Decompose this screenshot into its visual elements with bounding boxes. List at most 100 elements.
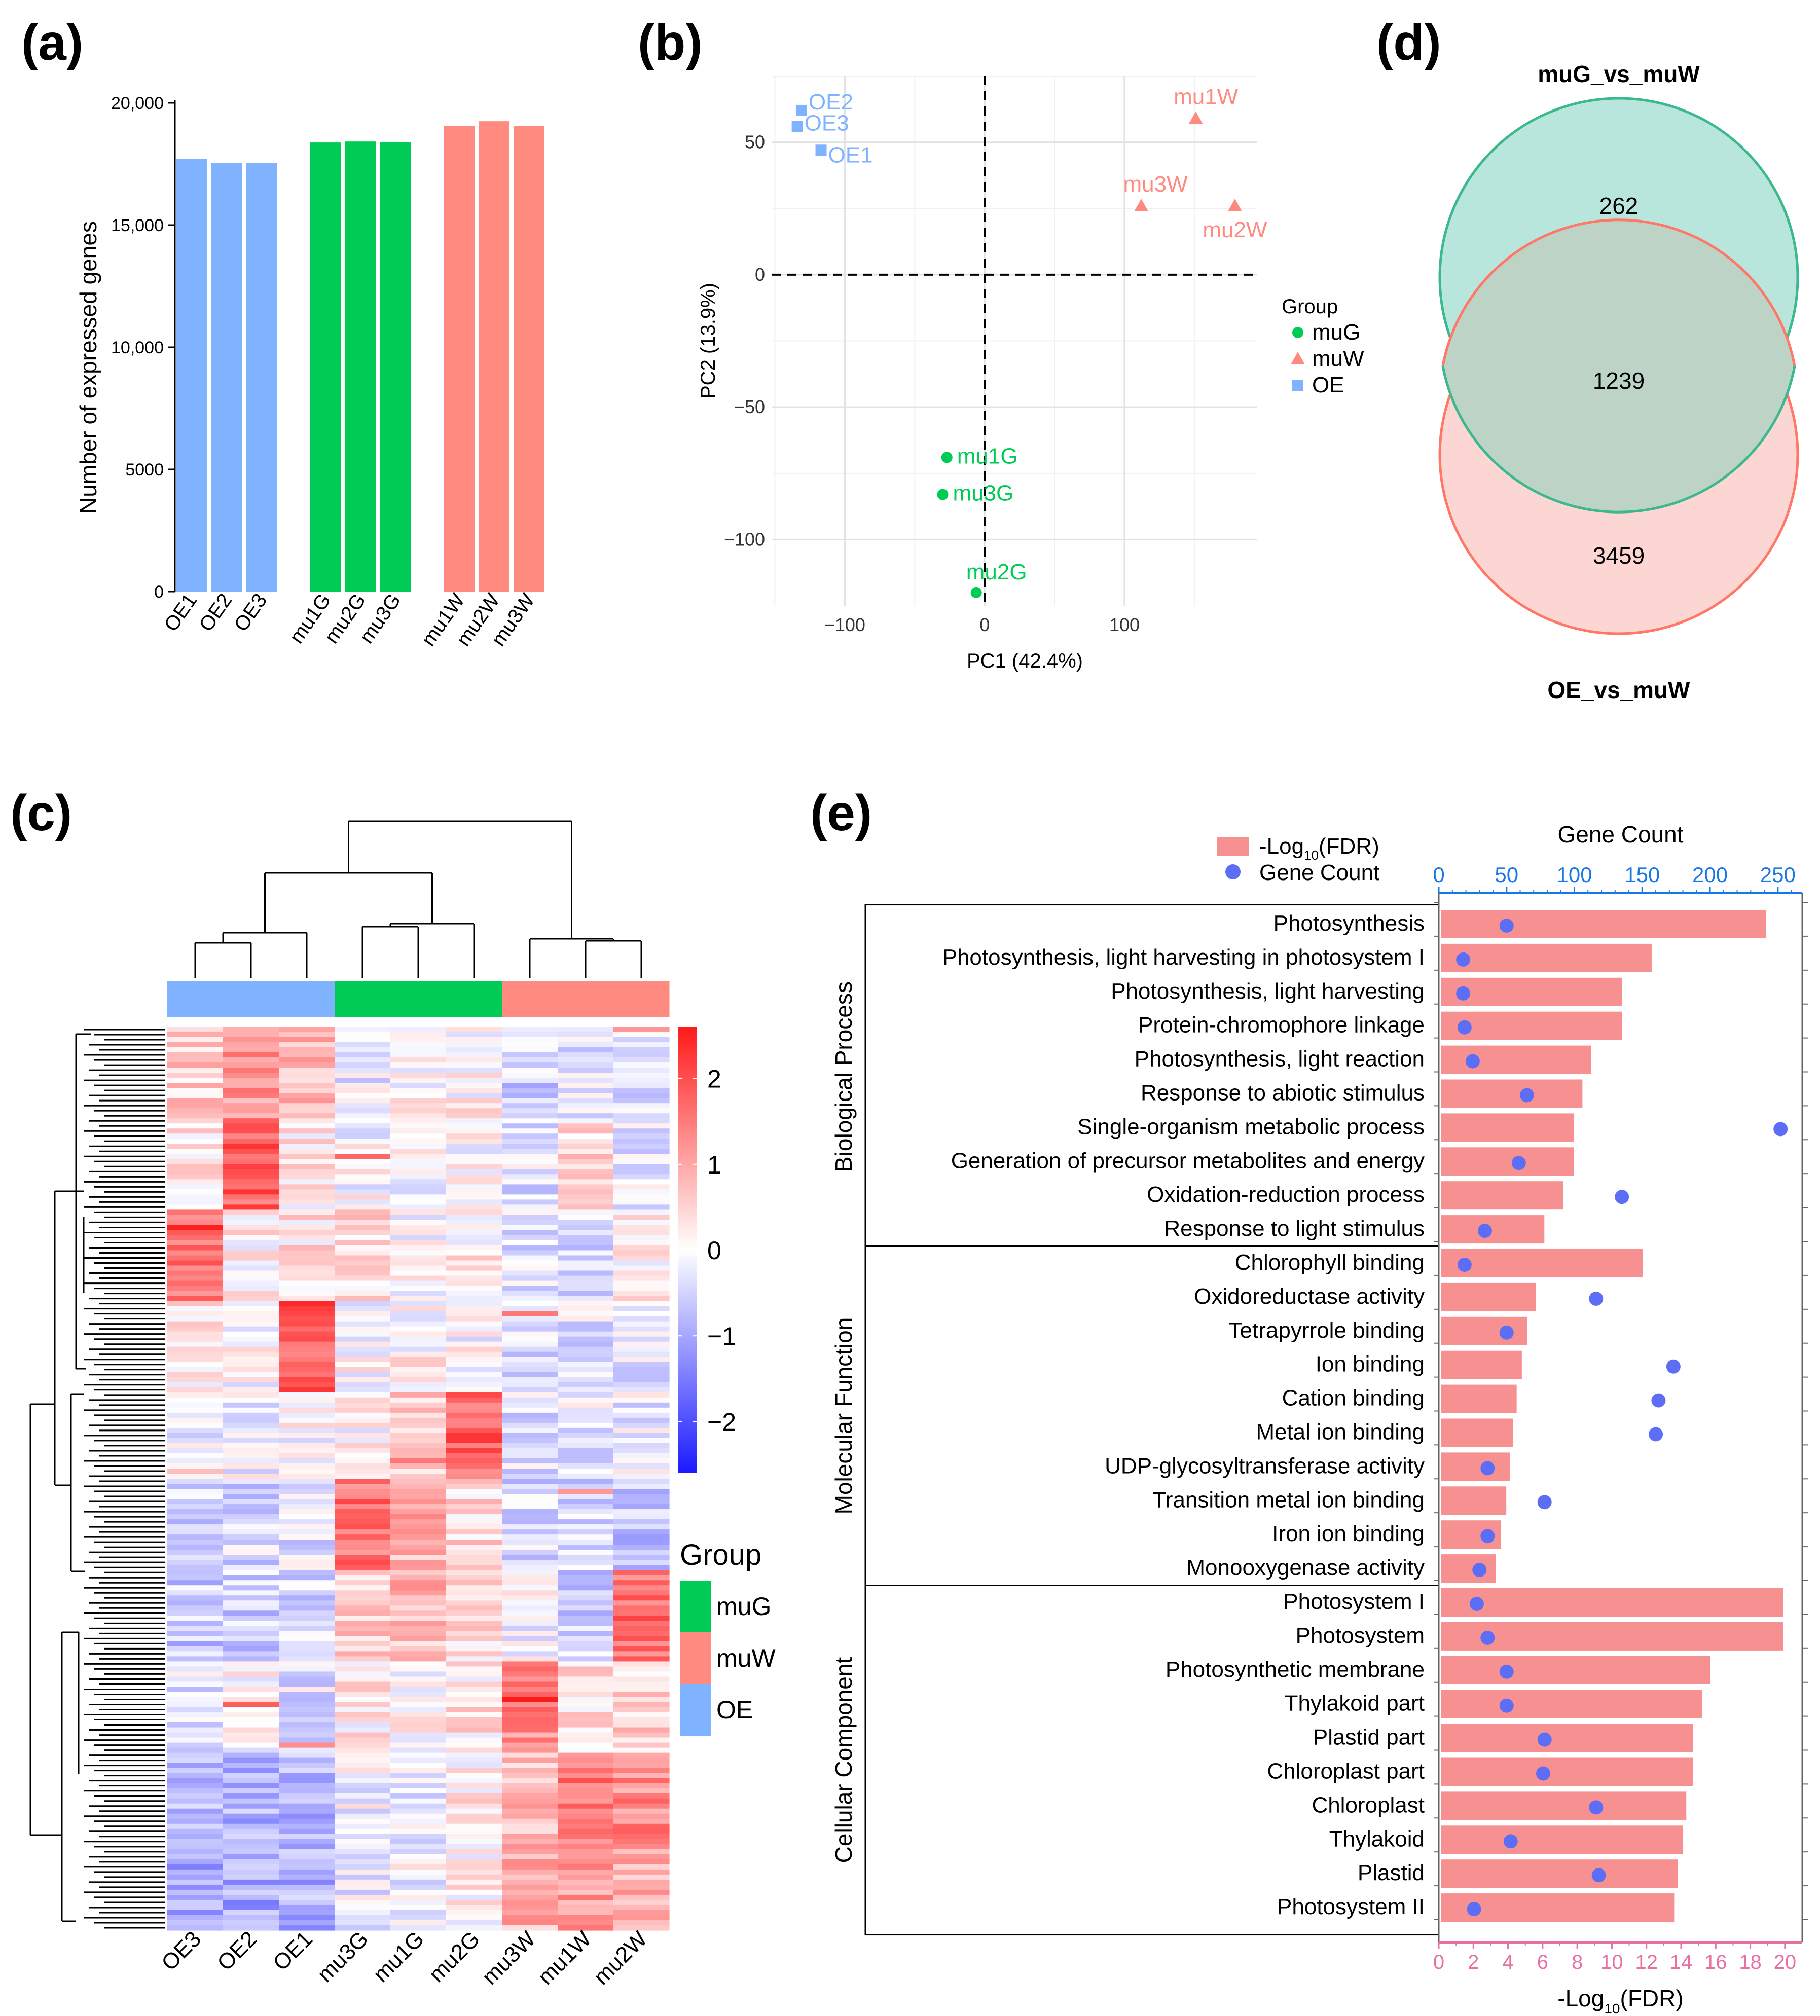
heatmap-cell xyxy=(446,1255,502,1261)
y-tick-label: 20,000 xyxy=(111,94,164,113)
heatmap-cell xyxy=(223,1590,279,1596)
heatmap-cell xyxy=(335,1377,391,1383)
heatmap-cell xyxy=(502,1920,558,1926)
heatmap-cell xyxy=(279,1499,335,1505)
heatmap-cell xyxy=(167,1717,224,1723)
heatmap-cell xyxy=(223,1280,279,1287)
heatmap-cell xyxy=(613,1626,670,1631)
heatmap-cell xyxy=(335,1565,391,1570)
heatmap-cell xyxy=(223,1504,279,1510)
heatmap-cell xyxy=(613,1808,670,1814)
heatmap-cell xyxy=(502,1854,558,1860)
heatmap-cell xyxy=(223,1783,279,1789)
heatmap-cell xyxy=(167,1118,224,1124)
heatmap-cell xyxy=(390,1225,447,1231)
heatmap-cell xyxy=(335,1123,391,1129)
heatmap-cell xyxy=(279,1494,335,1499)
heatmap-cell xyxy=(502,1225,558,1231)
heatmap-cell xyxy=(223,1651,279,1657)
heatmap-cell xyxy=(502,1616,558,1621)
go-term-label: Response to light stimulus xyxy=(1164,1216,1425,1241)
go-term-label: Photosynthesis, light reaction xyxy=(1135,1047,1425,1072)
heatmap-cell xyxy=(558,1529,614,1535)
heatmap-cell xyxy=(613,1732,670,1738)
heatmap-cell xyxy=(613,1545,670,1550)
heatmap-cell xyxy=(446,1057,502,1063)
heatmap-cell xyxy=(446,1402,502,1408)
gene-count-dot xyxy=(1499,1325,1514,1340)
heatmap-cell xyxy=(502,1656,558,1662)
heatmap-cell xyxy=(223,1235,279,1241)
heatmap-cell xyxy=(558,1915,614,1921)
heatmap-cell xyxy=(167,1499,224,1505)
heatmap-cell xyxy=(558,1910,614,1916)
go-term-label: Generation of precursor metabolites and … xyxy=(951,1148,1425,1173)
heatmap-cell xyxy=(613,1407,670,1413)
heatmap-cell xyxy=(167,1823,224,1829)
heatmap-cell xyxy=(335,1575,391,1581)
venn-count-bottom-only: 3459 xyxy=(1593,542,1645,569)
heatmap-cell xyxy=(613,1230,670,1236)
heatmap-cell xyxy=(390,1550,447,1555)
heatmap-cell xyxy=(167,1768,224,1774)
point-legend-OE xyxy=(1292,380,1303,391)
heatmap-cell xyxy=(613,1458,670,1464)
heatmap-cell xyxy=(279,1275,335,1281)
go-term-label: Photosystem II xyxy=(1277,1894,1425,1919)
heatmap-cell xyxy=(558,1245,614,1251)
heatmap-cell xyxy=(558,1448,614,1454)
heatmap-cell xyxy=(167,1367,224,1373)
heatmap-cell xyxy=(223,1144,279,1149)
heatmap-cell xyxy=(446,1438,502,1444)
heatmap-cell xyxy=(167,1479,224,1484)
group-annotation-OE2 xyxy=(223,981,279,1017)
heatmap-cell xyxy=(390,1585,447,1591)
heatmap-cell xyxy=(335,1915,391,1921)
fdr-axis-tick-label: 18 xyxy=(1739,1951,1762,1973)
heatmap-cell xyxy=(558,1707,614,1713)
heatmap-cell xyxy=(613,1712,670,1718)
heatmap-cell xyxy=(613,1651,670,1657)
heatmap-cell xyxy=(502,1585,558,1591)
heatmap-cell xyxy=(279,1336,335,1342)
heatmap-cell xyxy=(335,1757,391,1764)
heatmap-cell xyxy=(167,1265,224,1271)
heatmap-cell xyxy=(279,1346,335,1352)
heatmap-cell xyxy=(446,1874,502,1880)
heatmap-cell xyxy=(502,1250,558,1256)
heatmap-cell xyxy=(223,1306,279,1312)
heatmap-cell xyxy=(279,1524,335,1530)
heatmap-cell xyxy=(613,1427,670,1434)
heatmap-cell xyxy=(390,1676,447,1682)
heatmap-cell xyxy=(558,1215,614,1221)
heatmap-cell xyxy=(167,1027,224,1033)
heatmap-cell xyxy=(223,1519,279,1525)
heatmap-cell xyxy=(279,1296,335,1302)
heatmap-cell xyxy=(446,1818,502,1824)
heatmap-cell xyxy=(223,1068,279,1073)
heatmap-cell xyxy=(558,1468,614,1474)
heatmap-cell xyxy=(502,1692,558,1698)
heatmap-cell xyxy=(446,1839,502,1845)
heatmap-cell xyxy=(446,1407,502,1413)
heatmap-cell xyxy=(446,1362,502,1368)
heatmap-cell xyxy=(167,1093,224,1098)
venn-set-title-bottom: OE_vs_muW xyxy=(1547,677,1690,703)
heatmap-cell xyxy=(613,1362,670,1368)
heatmap-cell xyxy=(390,1529,447,1535)
heatmap-cell xyxy=(390,1235,447,1241)
heatmap-cell xyxy=(279,1752,335,1758)
heatmap-cell xyxy=(613,1869,670,1875)
heatmap-cell xyxy=(613,1479,670,1484)
heatmap-cell xyxy=(167,1443,224,1449)
heatmap-cell xyxy=(502,1286,558,1292)
heatmap-cell xyxy=(223,1742,279,1748)
heatmap-cell xyxy=(502,1326,558,1332)
heatmap-cell xyxy=(446,1174,502,1180)
heatmap-cell xyxy=(335,1616,391,1621)
heatmap-cell xyxy=(390,1270,447,1276)
heatmap-cell xyxy=(446,1524,502,1530)
heatmap-cell xyxy=(335,1681,391,1688)
heatmap-cell xyxy=(335,1027,391,1033)
heatmap-cell xyxy=(613,1078,670,1083)
